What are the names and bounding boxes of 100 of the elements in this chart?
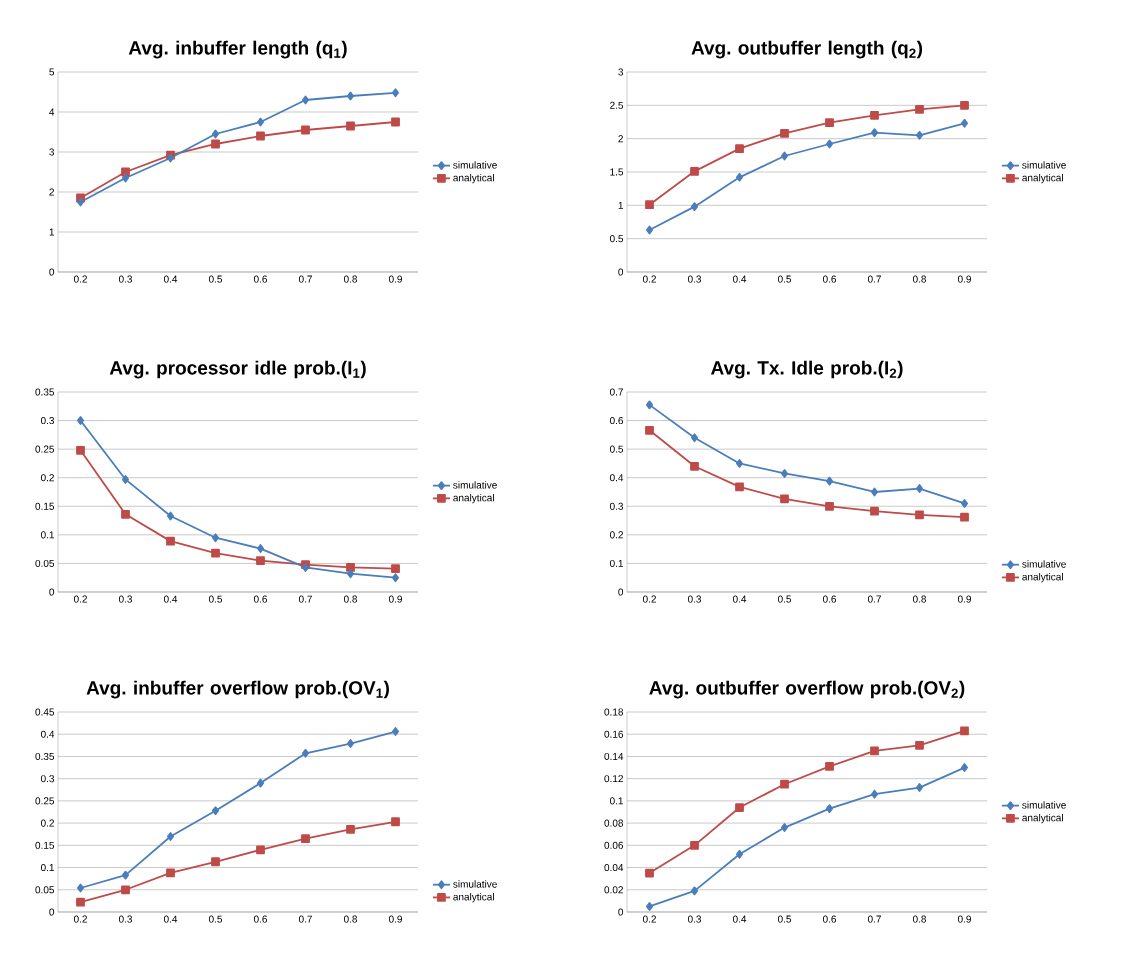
point [825, 139, 834, 149]
x-tick-label: 0.6 [822, 915, 837, 923]
point [76, 883, 85, 893]
legend-label: simulative [453, 161, 497, 169]
point [76, 197, 85, 207]
x-tick-label: 0.8 [912, 595, 927, 603]
point [211, 129, 220, 139]
point [870, 487, 879, 497]
x-tick-label: 0.5 [777, 275, 792, 283]
point [211, 857, 220, 867]
x-tick-label: 0.9 [388, 275, 402, 283]
x-tick-label: 0.5 [208, 595, 223, 603]
point [121, 475, 130, 484]
x-tick-label: 0.5 [208, 915, 223, 923]
point [76, 897, 85, 907]
point [735, 482, 744, 492]
x-tick-label: 0.2 [642, 915, 656, 923]
y-tick-label: 0.2 [40, 474, 54, 482]
x-tick-label: 0.6 [253, 275, 268, 283]
legend-label: analytical [453, 174, 494, 184]
point [166, 832, 175, 841]
legend-label: analytical [1022, 573, 1063, 583]
chart-title: Avg. inbuffer overflow prob.(OV$_{1}$) [86, 680, 389, 699]
y-tick-label: 1.5 [610, 168, 624, 176]
y-tick-label: 0 [618, 588, 624, 596]
point [690, 461, 699, 471]
y-tick-label: 0.15 [35, 502, 55, 510]
point [915, 104, 924, 114]
y-tick-label: 0 [49, 908, 55, 916]
x-tick-label: 0.5 [777, 595, 792, 603]
legend-label: simulative [1022, 560, 1066, 568]
x-tick-label: 0.7 [867, 595, 881, 603]
x-tick-label: 0.4 [732, 595, 747, 603]
chart-title: Avg. inbuffer length (q$_{1}$) [128, 40, 347, 59]
x-tick-label: 0.8 [343, 915, 358, 923]
x-tick-label: 0.2 [642, 595, 656, 603]
x-tick-label: 0.4 [732, 275, 747, 283]
x-tick-label: 0.2 [73, 915, 87, 923]
point [256, 778, 265, 788]
point [780, 128, 789, 138]
point [346, 91, 355, 101]
x-tick-label: 0.9 [957, 275, 971, 283]
legend-label: analytical [453, 494, 494, 504]
x-tick-label: 0.8 [343, 595, 358, 603]
point [166, 868, 175, 878]
x-tick-label: 0.7 [867, 915, 881, 923]
point [256, 544, 265, 553]
point [825, 118, 834, 128]
y-tick-label: 0.3 [40, 417, 55, 425]
x-tick-label: 0.7 [298, 595, 312, 603]
point [735, 803, 744, 812]
x-tick-label: 0.6 [822, 595, 837, 603]
legend-label: simulative [1022, 801, 1066, 809]
point [645, 902, 654, 911]
y-tick-label: 0.4 [609, 474, 624, 482]
point [76, 445, 85, 455]
point [915, 130, 924, 140]
point [346, 563, 355, 572]
point [780, 494, 789, 504]
x-tick-label: 0.9 [957, 915, 971, 923]
point [825, 762, 834, 771]
point [391, 573, 400, 583]
legend-label: analytical [1022, 174, 1063, 184]
x-tick-label: 0.9 [957, 595, 971, 603]
point [645, 200, 654, 210]
x-tick-label: 0.6 [253, 595, 268, 603]
x-tick-label: 0.8 [912, 915, 927, 923]
point [780, 823, 789, 832]
point [780, 779, 789, 789]
y-tick-label: 1 [618, 201, 623, 209]
x-tick-label: 0.3 [118, 275, 133, 283]
point [391, 88, 400, 98]
y-tick-label: 0.5 [609, 235, 624, 243]
point [121, 173, 130, 183]
point [391, 117, 400, 127]
point [645, 425, 654, 435]
legend-label: simulative [1022, 161, 1066, 169]
point [960, 499, 969, 508]
y-tick-label: 0.25 [35, 445, 55, 453]
point [960, 512, 969, 522]
y-tick-label: 0.6 [609, 417, 624, 425]
point [735, 849, 744, 859]
x-tick-label: 0.5 [208, 275, 223, 283]
point [346, 569, 355, 579]
legend-label: analytical [453, 893, 494, 903]
point [301, 125, 310, 135]
y-tick-label: 0.1 [40, 864, 54, 872]
point [735, 144, 744, 154]
x-tick-label: 0.2 [73, 275, 87, 283]
y-tick-label: 0.14 [604, 752, 624, 760]
x-tick-label: 0.4 [163, 595, 178, 603]
point [166, 511, 175, 521]
y-tick-label: 0.1 [40, 531, 54, 539]
x-tick-label: 0.3 [687, 595, 702, 603]
x-tick-label: 0.7 [298, 915, 312, 923]
point [960, 726, 969, 736]
point [960, 118, 969, 128]
point [915, 783, 924, 792]
x-tick-label: 0.3 [687, 915, 702, 923]
y-tick-label: 0.06 [604, 841, 624, 849]
